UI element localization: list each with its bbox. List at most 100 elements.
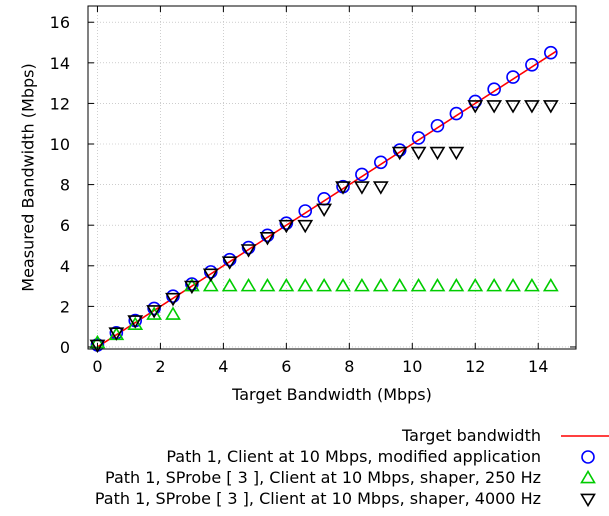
y-tick-label: 12 (50, 94, 70, 113)
y-tick-label: 0 (60, 338, 70, 357)
grid-lines (88, 6, 576, 349)
legend: Target bandwidth Path 1, Client at 10 Mbp… (95, 426, 609, 508)
data-point-modified-application (355, 167, 369, 182)
data-point-shaper-250hz (335, 278, 351, 292)
data-point-shaper-4000hz (467, 100, 484, 114)
series-layer (89, 45, 559, 354)
data-point-shaper-4000hz (146, 305, 163, 319)
data-point-shaper-250hz (391, 278, 408, 292)
data-point-modified-application (430, 118, 445, 133)
data-point-shaper-250hz (467, 278, 484, 292)
data-point-shaper-4000hz (372, 181, 389, 195)
data-point-shaper-4000hz (524, 100, 540, 114)
data-point-shaper-4000hz (183, 280, 200, 295)
series-1 (97, 49, 558, 348)
data-point-shaper-250hz (146, 306, 163, 320)
data-point-shaper-250hz (259, 278, 276, 292)
data-point-shaper-250hz (240, 278, 257, 292)
data-point-shaper-4000hz (410, 146, 427, 161)
legend-label-1: Target bandwidth (401, 426, 541, 445)
data-point-modified-application (222, 252, 237, 267)
data-point-shaper-250hz (202, 278, 219, 292)
series-2 (90, 45, 558, 352)
data-point-modified-application (506, 70, 520, 84)
data-point-shaper-250hz (410, 278, 427, 292)
data-point-shaper-4000hz (165, 292, 181, 307)
x-tick-label: 8 (344, 357, 354, 376)
y-tick-label: 10 (50, 135, 70, 154)
data-point-shaper-4000hz (486, 100, 503, 114)
data-point-shaper-4000hz (221, 256, 238, 270)
data-point-shaper-4000hz (391, 146, 408, 161)
axis-ticks: 0 2 4 6 8 10 12 14 0 2 4 6 8 10 12 14 16 (50, 6, 576, 376)
legend-label-4: Path 1, SProbe [ 3 ], Client at 10 Mbps,… (95, 489, 541, 508)
data-point-shaper-250hz (505, 278, 521, 292)
y-axis-title: Measured Bandwidth (Mbps) (19, 63, 38, 291)
data-point-shaper-250hz (127, 316, 144, 330)
x-tick-label: 6 (281, 357, 291, 376)
target-bandwidth-line (97, 49, 558, 348)
data-point-modified-application (166, 289, 180, 304)
data-point-shaper-4000hz (335, 181, 351, 195)
data-point-shaper-4000hz (259, 232, 276, 246)
data-point-modified-application (373, 155, 388, 170)
data-point-shaper-4000hz (108, 327, 125, 341)
data-point-shaper-250hz (278, 278, 295, 292)
data-point-modified-application (203, 265, 218, 279)
data-point-shaper-4000hz (316, 203, 333, 218)
y-tick-label: 16 (50, 13, 70, 32)
y-tick-label: 8 (60, 176, 70, 195)
data-point-modified-application (241, 240, 256, 255)
y-tick-label: 6 (60, 216, 70, 235)
y-tick-label: 4 (60, 257, 70, 276)
data-point-shaper-250hz (316, 278, 333, 292)
y-tick-label: 2 (60, 297, 70, 316)
data-point-shaper-4000hz (127, 315, 144, 329)
data-point-shaper-250hz (524, 278, 540, 292)
data-point-modified-application (279, 216, 294, 230)
legend-circle-swatch (581, 450, 595, 464)
data-point-modified-application (411, 131, 426, 145)
x-tick-label: 0 (92, 357, 102, 376)
x-tick-label: 12 (465, 357, 485, 376)
data-point-shaper-4000hz (240, 244, 257, 258)
data-point-shaper-250hz (354, 278, 370, 292)
data-point-shaper-4000hz (297, 219, 314, 234)
data-point-shaper-250hz (448, 278, 465, 292)
data-point-shaper-250hz (165, 306, 181, 320)
data-point-modified-application (298, 204, 313, 218)
data-point-shaper-4000hz (278, 219, 295, 234)
series-3 (89, 278, 559, 349)
data-point-modified-application (260, 228, 275, 243)
data-point-shaper-250hz (372, 278, 389, 292)
x-tick-label: 2 (155, 357, 165, 376)
series-4 (89, 100, 559, 354)
data-point-shaper-4000hz (429, 146, 446, 161)
data-point-modified-application (487, 82, 501, 97)
x-tick-label: 10 (402, 357, 422, 376)
x-tick-label: 14 (528, 357, 548, 376)
legend-triangle-up-swatch (580, 469, 596, 484)
data-point-shaper-4000hz (505, 100, 521, 114)
data-point-modified-application (147, 301, 161, 316)
plot-area-frame (87, 5, 577, 350)
data-point-shaper-250hz (486, 278, 503, 292)
data-point-shaper-4000hz (542, 100, 559, 114)
data-point-modified-application (544, 45, 558, 60)
data-point-shaper-250hz (221, 278, 238, 292)
data-point-modified-application (392, 143, 407, 157)
x-tick-label: 4 (218, 357, 228, 376)
data-point-shaper-250hz (183, 278, 200, 292)
y-tick-label: 14 (50, 54, 70, 73)
x-axis-title: Target Bandwidth (Mbps) (231, 385, 432, 404)
data-point-shaper-4000hz (89, 339, 106, 354)
data-point-shaper-4000hz (202, 268, 219, 282)
legend-label-3: Path 1, SProbe [ 3 ], Client at 10 Mbps,… (105, 468, 541, 487)
data-point-modified-application (525, 58, 539, 72)
data-point-shaper-250hz (542, 278, 559, 292)
legend-label-2: Path 1, Client at 10 Mbps, modified appl… (166, 447, 541, 466)
data-point-shaper-4000hz (354, 181, 370, 195)
legend-triangle-down-swatch (580, 493, 596, 508)
data-point-shaper-4000hz (448, 146, 465, 161)
data-point-shaper-250hz (429, 278, 446, 292)
